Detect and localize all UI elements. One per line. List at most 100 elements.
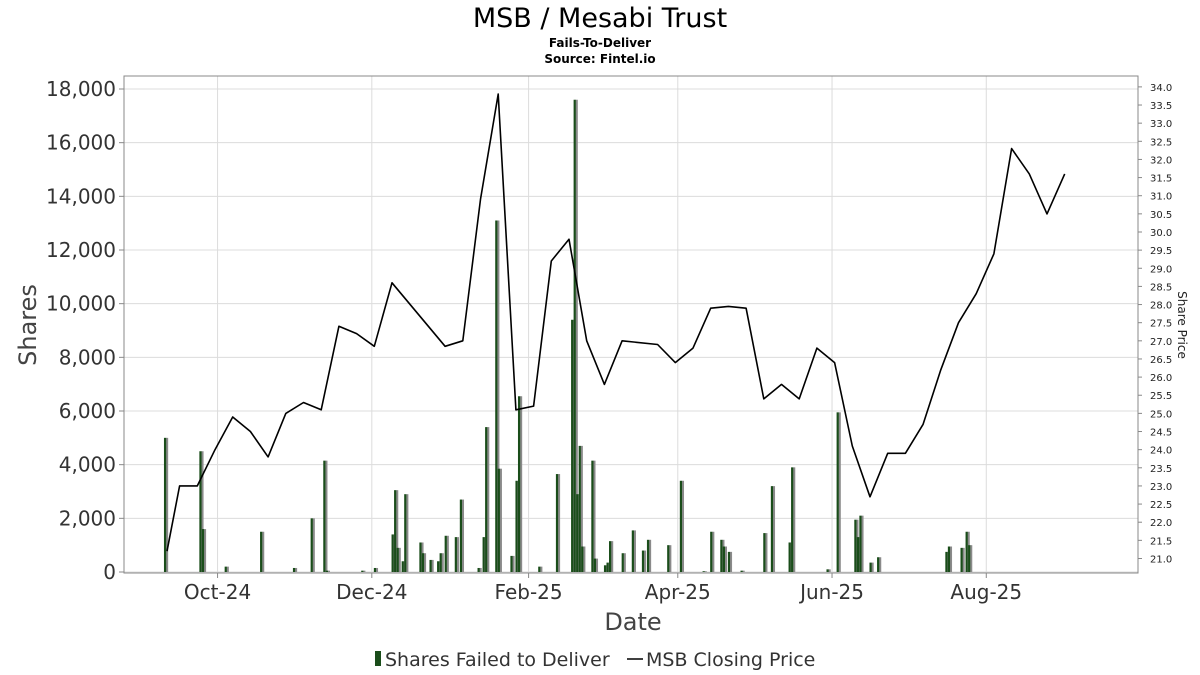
fail-bar <box>482 537 485 572</box>
y2-tick-label: 26.0 <box>1150 373 1172 384</box>
fail-bar-shadow <box>487 427 490 572</box>
legend-bar-label: Shares Failed to Deliver <box>385 649 610 671</box>
fail-bar <box>621 553 624 572</box>
fail-bar <box>576 494 579 572</box>
fail-bar <box>667 545 670 572</box>
y-tick-label: 12,000 <box>46 238 116 262</box>
fail-bar-shadow <box>441 553 444 572</box>
y2-tick-label: 23.5 <box>1150 464 1172 475</box>
fail-bar-shadow <box>396 490 399 572</box>
fail-bar <box>571 319 574 572</box>
fail-bar <box>788 542 791 572</box>
y2-tick-label: 24.0 <box>1150 446 1172 457</box>
fail-bar-shadow <box>580 445 583 572</box>
fail-bar-shadow <box>742 570 745 572</box>
fail-bar <box>968 545 971 572</box>
x-tick-label: Feb-25 <box>495 580 563 604</box>
fail-bar <box>631 530 634 572</box>
chart-source: Source: Fintel.io <box>544 52 655 66</box>
fail-bar-shadow <box>406 494 409 572</box>
y2-tick-label: 31.5 <box>1150 174 1172 185</box>
fail-bar <box>603 565 607 572</box>
fail-bar-shadow <box>871 562 874 572</box>
y2-tick-label: 25.5 <box>1150 391 1172 402</box>
fail-bar-shadow <box>648 539 652 572</box>
fail-bar-shadow <box>423 553 427 572</box>
fail-bar <box>826 569 829 572</box>
y2-tick-label: 22.5 <box>1150 500 1172 511</box>
fail-bar-shadow <box>165 437 169 572</box>
fail-bar <box>260 531 263 572</box>
fail-bar <box>373 567 377 572</box>
legend-line-label: MSB Closing Price <box>646 649 815 671</box>
y-tick-label: 4,000 <box>59 453 116 477</box>
y2-tick-label: 21.5 <box>1150 536 1172 547</box>
fail-bar-shadow <box>593 460 596 572</box>
fail-bar-shadow <box>327 570 330 572</box>
fail-bar-shadow <box>970 545 973 572</box>
y2-tick-label: 25.0 <box>1150 409 1172 420</box>
x-axis-ticks: Oct-24 Dec-24 Feb-25 Apr-25 Jun-25 Aug-25 <box>184 573 1022 604</box>
fail-bar <box>497 468 500 572</box>
fail-bar-shadow <box>431 559 434 572</box>
y-tick-label: 10,000 <box>46 292 116 316</box>
fail-bar <box>720 539 723 572</box>
fail-bar-shadow <box>499 468 502 572</box>
y2-tick-label: 24.5 <box>1150 428 1172 439</box>
fail-bar <box>740 570 743 572</box>
y2-tick-label: 27.5 <box>1150 319 1172 330</box>
fail-bar <box>555 474 559 572</box>
fail-bar-shadow <box>461 499 465 572</box>
fail-bar <box>578 445 581 572</box>
fail-bar <box>869 562 872 572</box>
fail-bar <box>538 566 541 572</box>
fail-bar <box>404 494 407 572</box>
fail-bar <box>573 99 576 572</box>
fail-bar-shadow <box>325 460 328 572</box>
y-tick-label: 2,000 <box>59 506 116 530</box>
fail-bar-shadow <box>375 567 379 572</box>
fail-bar <box>163 437 167 572</box>
y-axis-label: Shares <box>14 284 42 366</box>
y2-tick-label: 27.0 <box>1150 337 1172 348</box>
fail-bar-shadow <box>583 546 586 572</box>
fail-bar <box>641 550 645 572</box>
legend: Shares Failed to Deliver MSB Closing Pri… <box>375 649 815 671</box>
fail-bar <box>495 220 498 572</box>
legend-bar-swatch <box>375 651 381 666</box>
fail-bar <box>459 499 463 572</box>
plot-frame <box>123 75 1139 574</box>
fail-bar <box>859 515 862 572</box>
x-axis-label: Date <box>604 608 661 636</box>
fail-bar-shadow <box>519 396 523 572</box>
x-tick-label: Oct-24 <box>184 580 251 604</box>
fail-bar-shadow <box>724 546 727 572</box>
y2-tick-label: 28.5 <box>1150 282 1172 293</box>
fail-bar <box>606 562 609 572</box>
chart-subtitle: Fails-To-Deliver <box>549 36 651 50</box>
x-tick-label: Apr-25 <box>645 580 711 604</box>
grid-layer <box>124 76 1138 573</box>
fail-bar-shadow <box>828 569 831 572</box>
fail-bar-shadow <box>446 535 449 572</box>
fail-bar-shadow <box>363 570 366 572</box>
fail-bar-shadow <box>294 567 298 572</box>
fail-bar-shadow <box>704 571 707 572</box>
fail-bar <box>727 551 731 572</box>
y2-tick-label: 33.5 <box>1150 101 1172 112</box>
fail-bar <box>429 559 432 572</box>
fail-bar <box>947 546 951 572</box>
fail-bar-shadow <box>595 558 599 572</box>
fail-bar <box>836 412 839 572</box>
y-tick-label: 16,000 <box>46 131 116 155</box>
y-tick-label: 18,000 <box>46 77 116 101</box>
fail-bar-shadow <box>623 553 626 572</box>
fail-bar <box>722 546 725 572</box>
fail-bar-shadow <box>497 220 500 572</box>
fail-bar <box>960 547 963 572</box>
fail-bar <box>877 557 880 572</box>
fail-bar-shadow <box>962 547 965 572</box>
fail-bar-shadow <box>879 557 882 572</box>
fail-bar-shadow <box>611 541 614 572</box>
